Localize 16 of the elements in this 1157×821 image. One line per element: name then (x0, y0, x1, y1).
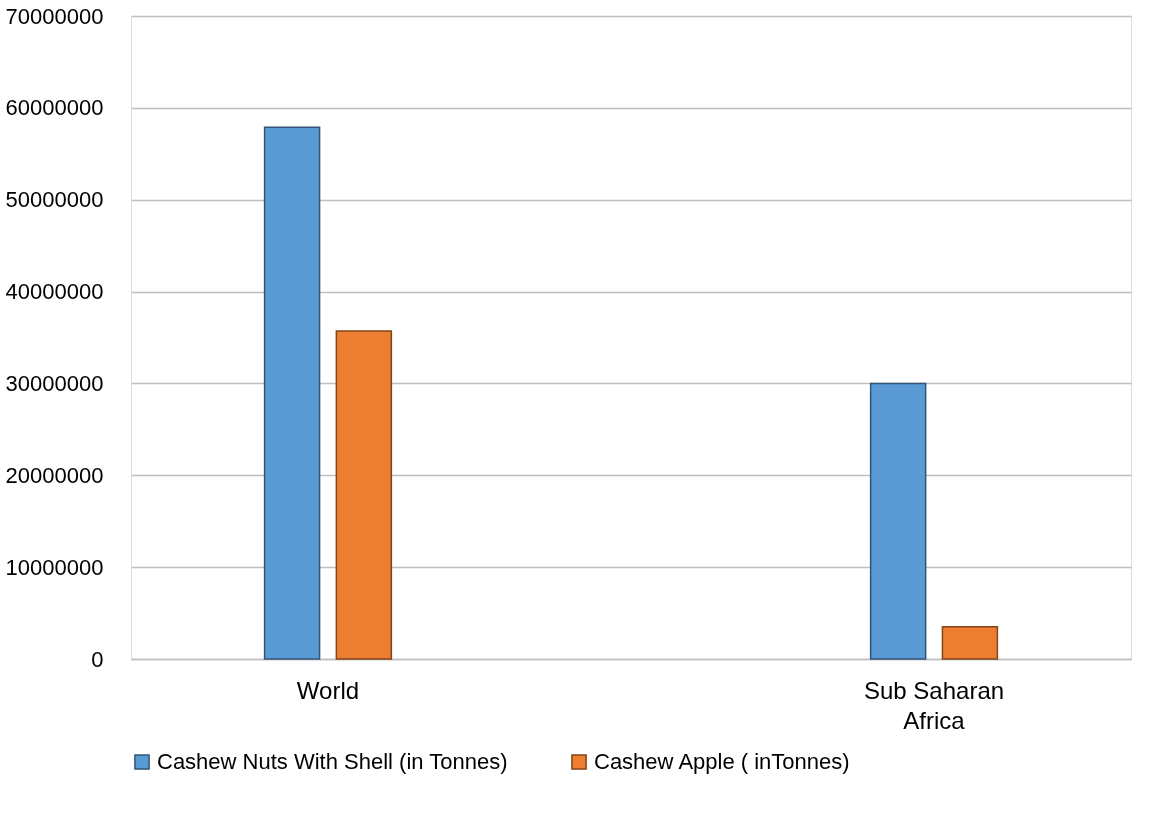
legend-label: Cashew Apple ( inTonnes) (594, 749, 850, 774)
bar (941, 626, 999, 660)
y-tick-label: 70000000 (5, 3, 104, 29)
legend-label: Cashew Nuts With Shell (in Tonnes) (157, 749, 508, 774)
y-tick-label: 50000000 (5, 187, 104, 213)
bar (263, 126, 321, 660)
bar (869, 382, 927, 660)
y-tick-label: 20000000 (5, 462, 104, 488)
y-tick-label: 10000000 (5, 554, 104, 580)
y-tick-label: 60000000 (5, 95, 104, 121)
x-tick-label: World (296, 676, 360, 704)
y-tick-label: 0 (91, 646, 104, 672)
y-tick-label: 30000000 (5, 370, 104, 396)
y-tick-label: 40000000 (5, 279, 104, 305)
x-tick-label: Sub Saharan Africa (863, 676, 1005, 734)
bar (335, 330, 393, 660)
